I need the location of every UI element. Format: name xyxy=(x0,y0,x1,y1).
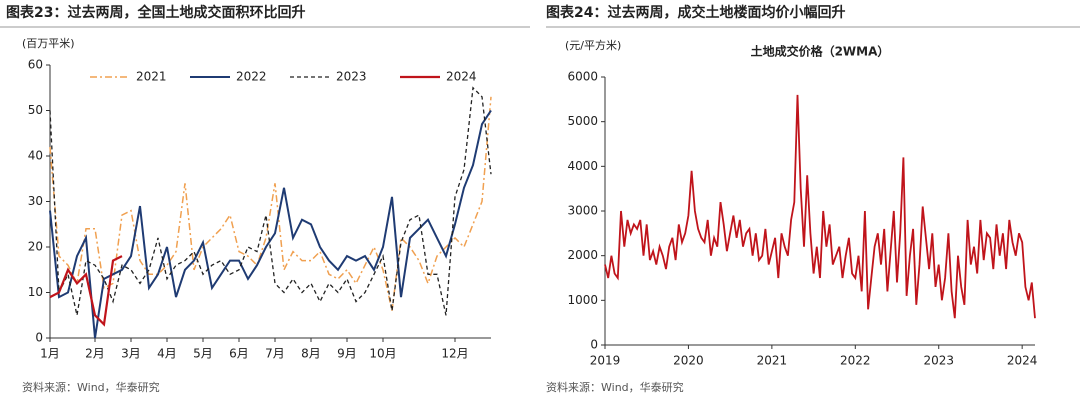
x-tick-label: 3月 xyxy=(121,347,141,361)
x-tick-label: 12月 xyxy=(441,347,468,361)
x-tick-label: 2021 xyxy=(757,354,788,368)
y-tick-label: 2000 xyxy=(567,248,598,262)
y-tick-label: 3000 xyxy=(567,204,598,218)
chart-subtitle: 土地成交价格（2WMA） xyxy=(751,44,890,59)
legend-label: 2021 xyxy=(136,70,167,84)
x-tick-label: 8月 xyxy=(301,347,321,361)
x-tick-label: 2020 xyxy=(673,354,704,368)
x-tick-label: 2019 xyxy=(590,354,621,368)
x-tick-label: 5月 xyxy=(193,347,213,361)
legend-label: 2022 xyxy=(236,70,267,84)
x-tick-label: 10月 xyxy=(369,347,396,361)
y-tick-label: 40 xyxy=(28,149,43,163)
y-tick-label: 60 xyxy=(28,58,43,72)
x-tick-label: 2022 xyxy=(840,354,871,368)
y-tick-label: 6000 xyxy=(567,70,598,84)
y-axis-label: (百万平米) xyxy=(22,37,75,50)
source: 资料来源：Wind，华泰研究 xyxy=(22,380,160,394)
y-tick-label: 5000 xyxy=(567,114,598,128)
series-line xyxy=(49,86,492,316)
y-tick-label: 4000 xyxy=(567,159,598,173)
x-tick-label: 7月 xyxy=(265,347,285,361)
series-line xyxy=(604,94,1036,319)
x-tick-label: 9月 xyxy=(337,347,357,361)
x-tick-label: 6月 xyxy=(229,347,249,361)
y-axis-label: (元/平方米) xyxy=(565,38,621,52)
legend-label: 2023 xyxy=(336,70,367,84)
x-tick-label: 1月 xyxy=(40,347,60,361)
y-tick-label: 1000 xyxy=(567,293,598,307)
x-tick-label: 2月 xyxy=(85,347,105,361)
source: 资料来源：Wind，华泰研究 xyxy=(546,380,684,394)
x-tick-label: 2023 xyxy=(923,354,954,368)
x-tick-label: 2024 xyxy=(1007,354,1038,368)
x-tick-label: 4月 xyxy=(157,347,177,361)
series-line xyxy=(49,255,123,327)
y-tick-label: 0 xyxy=(35,331,43,345)
chart-title: 图表23：过去两周，全国土地成交面积环比回升 xyxy=(6,4,305,21)
legend-label: 2024 xyxy=(446,70,477,84)
series-line xyxy=(49,96,492,311)
chart-title: 图表24：过去两周，成交土地楼面均价小幅回升 xyxy=(546,4,845,21)
y-tick-label: 0 xyxy=(590,338,598,352)
series-line xyxy=(49,109,492,339)
y-tick-label: 20 xyxy=(28,240,43,254)
y-tick-label: 10 xyxy=(28,285,43,299)
y-tick-label: 30 xyxy=(28,194,43,208)
y-tick-label: 50 xyxy=(28,103,43,117)
